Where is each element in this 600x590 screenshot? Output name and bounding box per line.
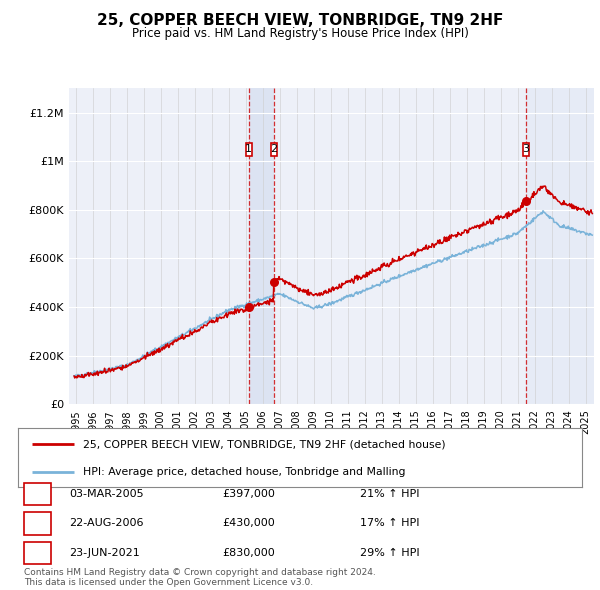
- Text: £430,000: £430,000: [222, 519, 275, 528]
- Text: 3: 3: [34, 548, 41, 558]
- Text: 29% ↑ HPI: 29% ↑ HPI: [360, 548, 419, 558]
- Bar: [271, 143, 277, 156]
- Text: Price paid vs. HM Land Registry's House Price Index (HPI): Price paid vs. HM Land Registry's House …: [131, 27, 469, 40]
- Bar: [248, 88, 274, 404]
- Bar: [523, 143, 529, 156]
- Text: HPI: Average price, detached house, Tonbridge and Malling: HPI: Average price, detached house, Tonb…: [83, 467, 406, 477]
- Text: 2: 2: [34, 519, 41, 528]
- Text: 3: 3: [522, 144, 529, 154]
- Text: 17% ↑ HPI: 17% ↑ HPI: [360, 519, 419, 528]
- Text: 25, COPPER BEECH VIEW, TONBRIDGE, TN9 2HF (detached house): 25, COPPER BEECH VIEW, TONBRIDGE, TN9 2H…: [83, 440, 445, 449]
- Text: 1: 1: [34, 489, 41, 499]
- Text: 21% ↑ HPI: 21% ↑ HPI: [360, 489, 419, 499]
- Text: £830,000: £830,000: [222, 548, 275, 558]
- Text: 03-MAR-2005: 03-MAR-2005: [69, 489, 143, 499]
- Text: This data is licensed under the Open Government Licence v3.0.: This data is licensed under the Open Gov…: [24, 578, 313, 587]
- Text: Contains HM Land Registry data © Crown copyright and database right 2024.: Contains HM Land Registry data © Crown c…: [24, 568, 376, 577]
- Text: 1: 1: [245, 144, 252, 154]
- Text: 22-AUG-2006: 22-AUG-2006: [69, 519, 143, 528]
- Bar: [245, 143, 251, 156]
- Text: 2: 2: [270, 144, 277, 154]
- Bar: [526, 88, 594, 404]
- Text: 25, COPPER BEECH VIEW, TONBRIDGE, TN9 2HF: 25, COPPER BEECH VIEW, TONBRIDGE, TN9 2H…: [97, 13, 503, 28]
- Text: 23-JUN-2021: 23-JUN-2021: [69, 548, 140, 558]
- Text: £397,000: £397,000: [222, 489, 275, 499]
